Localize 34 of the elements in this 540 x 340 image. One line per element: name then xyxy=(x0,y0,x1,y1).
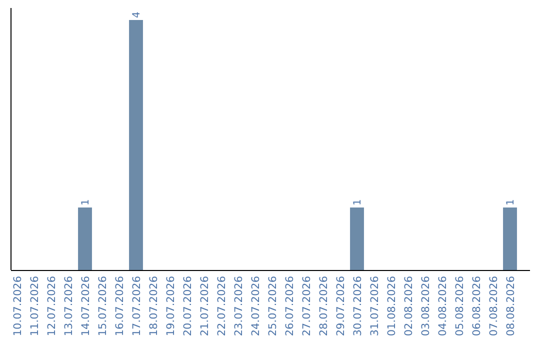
x-tick-label: 23.07.2026 xyxy=(233,276,245,336)
x-tick-label: 04.08.2026 xyxy=(437,276,449,336)
x-tick-label: 12.07.2026 xyxy=(46,276,58,336)
x-tick-label: 10.07.2026 xyxy=(12,276,24,336)
x-tick-label: 02.08.2026 xyxy=(403,276,415,336)
x-tick-label: 06.08.2026 xyxy=(471,276,483,336)
x-tick-label: 14.07.2026 xyxy=(80,276,92,336)
x-tick-label: 03.08.2026 xyxy=(420,276,432,336)
data-label: 1 xyxy=(506,199,516,206)
data-label: 1 xyxy=(352,199,364,206)
x-tick-label: 24.07.2026 xyxy=(250,276,262,336)
x-tick-label: 30.07.2026 xyxy=(352,276,364,336)
x-tick-label: 18.07.2026 xyxy=(148,276,160,336)
x-tick-label: 27.07.2026 xyxy=(301,276,313,336)
x-tick-label: 20.07.2026 xyxy=(182,276,194,336)
x-tick-label: 07.08.2026 xyxy=(488,276,500,336)
x-tick-label: 05.08.2026 xyxy=(454,276,466,336)
x-tick-label: 29.07.2026 xyxy=(335,276,347,336)
x-tick-label: 26.07.2026 xyxy=(284,276,296,336)
x-tick-label: 22.07.2026 xyxy=(216,276,228,336)
data-label: 1 xyxy=(80,199,92,206)
data-label: 4 xyxy=(132,12,142,18)
x-tick-label: 13.07.2026 xyxy=(63,276,75,336)
x-tick-label: 16.07.2026 xyxy=(114,276,126,336)
x-tick-label: 01.08.2026 xyxy=(386,276,398,336)
x-tick-label: 31.07.2026 xyxy=(369,276,381,336)
x-tick-label: 28.07.2026 xyxy=(318,276,330,336)
x-tick-label: 08.08.2026 xyxy=(505,276,517,336)
x-tick-label: 17.07.2026 xyxy=(131,276,143,336)
x-tick-label: 21.07.2026 xyxy=(199,276,211,336)
x-tick-label: 19.07.2026 xyxy=(165,276,177,336)
x-tick-label: 15.07.2026 xyxy=(97,276,109,336)
x-tick-label: 25.07.2026 xyxy=(267,276,279,336)
x-tick-label: 11.07.2026 xyxy=(29,276,41,336)
